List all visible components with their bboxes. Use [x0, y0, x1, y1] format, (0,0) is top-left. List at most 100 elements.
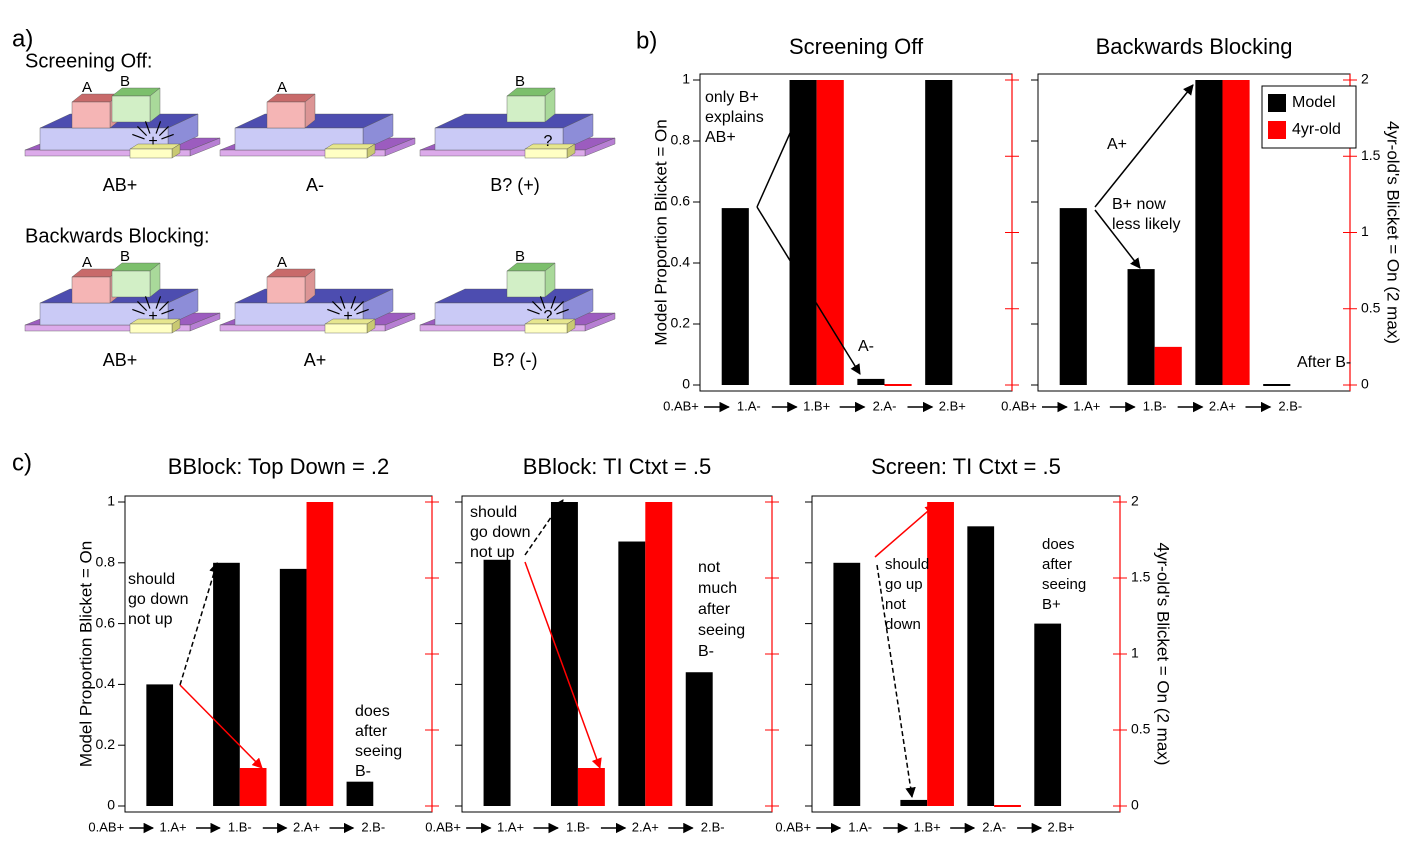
bar [884, 384, 912, 386]
annotation: go up [885, 576, 923, 593]
scene-caption: B? (-) [493, 350, 538, 370]
annotation: B- [698, 643, 714, 660]
y-tick-label: 0.8 [96, 554, 116, 570]
y2-tick-label: 0 [1131, 797, 1139, 813]
bar [618, 541, 646, 806]
bar [833, 562, 861, 806]
ray [161, 133, 174, 140]
y-axis-label: Model Proportion Blicket = On [651, 119, 670, 345]
face-front [324, 323, 368, 334]
bar [1034, 623, 1062, 806]
bar [279, 568, 307, 806]
x-tick-label: 0.AB+ [88, 819, 124, 834]
y2-tick-label: 2 [1131, 493, 1139, 509]
x-tick-label: 2.B+ [939, 398, 966, 413]
row-title: Screening Off: [25, 50, 152, 72]
face-front [524, 323, 568, 334]
bar [1154, 346, 1182, 385]
annotation-arrow [756, 83, 813, 208]
face-front [71, 276, 111, 304]
x-tick-label: 1.B+ [803, 398, 830, 413]
bar [1127, 269, 1155, 385]
ray [332, 301, 343, 312]
block-label: A [82, 79, 92, 96]
bar [577, 768, 605, 806]
x-tick-label: 2.B+ [1048, 819, 1075, 834]
bar [967, 526, 995, 806]
x-tick-label: 1.A+ [1073, 398, 1100, 413]
chart-title: Screening Off [789, 34, 924, 59]
y2-tick-label: 1.5 [1361, 147, 1381, 163]
bar [857, 378, 885, 385]
annotation: should [885, 556, 929, 573]
annotation-arrow [1094, 209, 1141, 269]
face-top [324, 143, 376, 150]
detector-symbol: + [148, 133, 157, 150]
x-tick-label: 1.A+ [159, 819, 186, 834]
x-tick-label: 2.B- [361, 819, 385, 834]
ray [155, 296, 162, 309]
annotation: much [698, 580, 737, 597]
detector-symbol: + [343, 308, 352, 325]
bar [1195, 80, 1223, 385]
x-tick-label: 0.AB+ [425, 819, 461, 834]
annotation: only B+ [705, 89, 759, 106]
x-tick-label: 2.B- [1278, 398, 1302, 413]
annotation: B+ [1042, 596, 1061, 613]
bar [685, 672, 713, 806]
chart-title: Backwards Blocking [1096, 34, 1293, 59]
ray [158, 301, 169, 312]
scene-caption: A- [306, 175, 324, 195]
y-tick-label: 0 [682, 376, 690, 392]
x-tick-label: 2.B- [701, 819, 725, 834]
annotation: After B- [1297, 354, 1351, 371]
bar [483, 559, 511, 806]
annotation-arrow [524, 499, 564, 556]
block-label: B [120, 73, 130, 90]
y2-tick-label: 0.5 [1361, 299, 1381, 315]
ray [550, 296, 557, 309]
face-front [129, 323, 173, 334]
y-axis-label: Model Proportion Blicket = On [76, 541, 95, 767]
block-label: A [277, 254, 287, 271]
bar [927, 502, 954, 806]
chart-title: BBlock: Top Down = .2 [168, 454, 390, 479]
x-tick-label: 2.A+ [632, 819, 659, 834]
detector-symbol: + [148, 308, 157, 325]
face-front [111, 95, 151, 123]
annotation: go down [128, 591, 189, 608]
annotation: down [885, 616, 921, 633]
face-front [266, 101, 306, 129]
annotation: seeing [698, 622, 745, 639]
annotation: B- [355, 763, 371, 780]
ray [144, 296, 151, 309]
block-label: A [277, 79, 287, 96]
ray [532, 301, 543, 312]
x-tick-label: 1.A- [737, 398, 761, 413]
chart-title: BBlock: TI Ctxt = .5 [523, 454, 712, 479]
face-front [71, 101, 111, 129]
legend-label: Model [1292, 94, 1336, 111]
ray [137, 126, 148, 137]
face-front [434, 127, 564, 151]
annotation: less likely [1112, 216, 1180, 233]
row-title: Backwards Blocking: [25, 225, 210, 247]
ray [350, 296, 357, 309]
y2-axis-label: 4yr-old's Blicket = On (2 max) [1384, 121, 1403, 344]
scene-caption: A+ [304, 350, 327, 370]
panel-label: a) [12, 25, 33, 52]
bar [1263, 384, 1291, 386]
ray [132, 308, 145, 315]
annotation: not up [128, 611, 173, 628]
face-front [266, 276, 306, 304]
annotation: A- [858, 338, 874, 355]
bar [1059, 208, 1087, 385]
face-front [506, 270, 546, 298]
y2-tick-label: 1.5 [1131, 569, 1151, 585]
face-front [129, 148, 173, 159]
bar [925, 80, 953, 385]
face-front [324, 148, 368, 159]
annotation: not up [470, 544, 515, 561]
block-label: B [120, 248, 130, 265]
